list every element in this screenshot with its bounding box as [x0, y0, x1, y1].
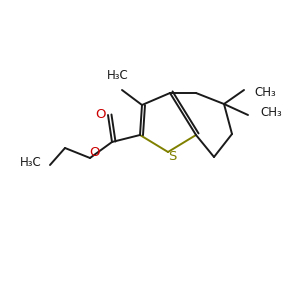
Text: CH₃: CH₃ — [260, 106, 282, 119]
Text: O: O — [89, 146, 99, 160]
Text: H₃C: H₃C — [107, 69, 129, 82]
Text: H₃C: H₃C — [20, 157, 42, 169]
Text: O: O — [95, 109, 105, 122]
Text: S: S — [168, 151, 176, 164]
Text: CH₃: CH₃ — [254, 85, 276, 98]
